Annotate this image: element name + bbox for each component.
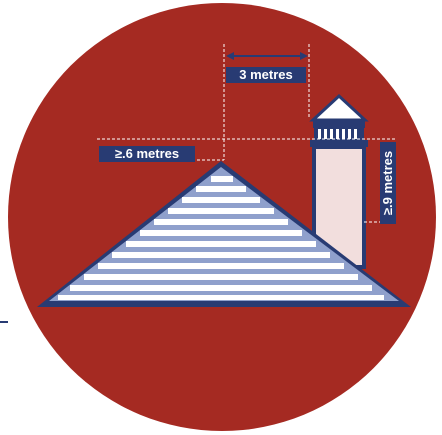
- horizontal-clearance-label: 3 metres: [226, 67, 306, 83]
- roof-height-label: ≥.6 metres: [99, 146, 195, 162]
- chimney-cap-vents: [314, 128, 364, 140]
- chimney-height-label: ≥.9 metres: [380, 142, 396, 224]
- horizontal-arrow: [226, 52, 308, 60]
- chimney-height-text: ≥.9 metres: [380, 150, 395, 216]
- roof-stripes: [58, 176, 384, 300]
- chimney-cap-band: [313, 120, 365, 128]
- chimney-body: [312, 145, 366, 269]
- chimney-crown: [310, 140, 368, 147]
